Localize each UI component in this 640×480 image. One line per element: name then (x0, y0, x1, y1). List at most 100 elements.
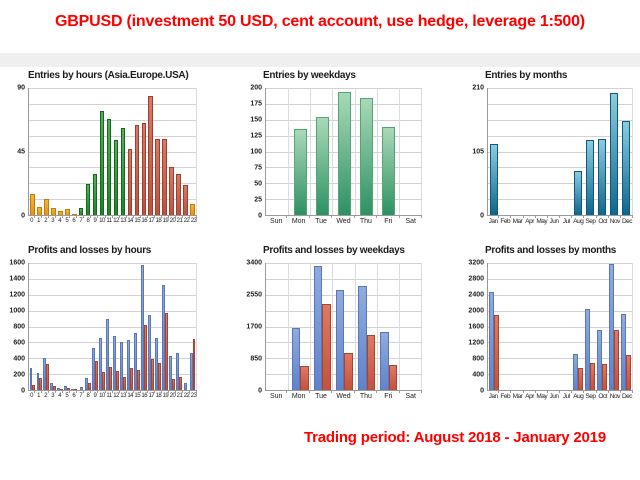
x-axis-label: 3 (49, 390, 57, 403)
x-axis-label: 1 (35, 215, 43, 228)
entries-bar (190, 203, 195, 215)
x-axis-label: 22 (183, 215, 191, 228)
profit-bar (609, 263, 614, 390)
trading-period-label: Trading period: August 2018 - January 20… (304, 429, 606, 446)
loss-bar (344, 353, 353, 390)
bar-column (168, 88, 175, 215)
loss-bar (626, 355, 631, 390)
profit-bar (36, 373, 40, 390)
x-axis-label: 17 (148, 215, 155, 228)
y-axis-label: 100 (250, 148, 262, 156)
x-axis-label: Wed (332, 215, 356, 228)
gridline (29, 103, 196, 105)
bar-column (126, 263, 133, 390)
gridline (488, 263, 632, 264)
bar-column (29, 263, 36, 390)
bar-column (584, 88, 596, 215)
gridline (29, 167, 196, 169)
y-axis-label: 800 (472, 355, 484, 363)
entries-bar (30, 193, 35, 215)
bar-column (332, 88, 355, 215)
bar-column (500, 88, 512, 215)
profit-bar (358, 286, 367, 390)
bar-column (376, 88, 400, 215)
x-axis-label: 18 (155, 215, 162, 228)
chart-title: Entries by hours (Asia.Europe.USA) (28, 70, 189, 81)
bar-column (398, 263, 422, 390)
bar-column (64, 263, 71, 390)
loss-bar (178, 376, 182, 390)
profit-bar (140, 264, 144, 390)
bar-column (332, 263, 355, 390)
chart-profits-losses-by-hours: Profits and losses by hours 0 200 400 600 80… (8, 243, 200, 403)
gridline (488, 183, 632, 185)
x-axis-label: 2 (42, 390, 50, 403)
y-axis-label: 0 (480, 212, 484, 220)
bar-column (512, 263, 524, 390)
x-axis-label: 6 (70, 390, 78, 403)
profit-bar (57, 387, 61, 390)
plot-area (487, 263, 633, 391)
loss-bar (614, 329, 619, 390)
x-axis-label: Fri (377, 215, 400, 228)
bar-column (620, 88, 632, 215)
gridline (488, 342, 632, 344)
loss-bar (157, 362, 161, 390)
bar-column (126, 88, 133, 215)
x-axis-label: Sun (265, 215, 288, 228)
bar-column (64, 88, 71, 215)
gridline (266, 88, 421, 89)
bar-column (133, 88, 140, 215)
loss-bar (590, 363, 595, 390)
entries-bar (113, 140, 119, 215)
x-axis-label: 21 (176, 390, 184, 403)
gridline (488, 326, 632, 328)
gridline (488, 278, 632, 280)
loss-bar (46, 363, 50, 390)
chart-entries-by-months: Entries by months 0 105 210 Jan Feb Mar Apr Ma… (465, 68, 636, 228)
chart-entries-by-weekdays: Entries by weekdays 0 25 50 75 100 125 150 175 2… (243, 68, 425, 228)
x-axis-label: Dec (621, 390, 634, 403)
bar-column (119, 88, 126, 215)
x-axis-label: 12 (113, 390, 120, 403)
bar-column (147, 88, 154, 215)
x-axis-label: 8 (84, 390, 92, 403)
bar-column (147, 263, 154, 390)
entries-bar (360, 97, 374, 215)
profit-bar (120, 341, 123, 390)
y-axis-label: 125 (250, 132, 262, 140)
loss-bar (109, 366, 112, 390)
gridline (488, 88, 632, 89)
bar-column (560, 263, 572, 390)
profit-bar (585, 309, 590, 390)
x-axis-label: 21 (176, 215, 184, 228)
profit-bar (71, 389, 75, 390)
loss-bar (53, 386, 57, 390)
x-axis-label: Nov (609, 390, 622, 403)
x-axis-label: 19 (162, 215, 169, 228)
entries-bar (78, 207, 84, 215)
gridline (266, 278, 421, 280)
bar-column (182, 88, 189, 215)
bar-column (99, 88, 106, 215)
x-axis-label: 9 (91, 390, 99, 403)
bar-column (596, 263, 608, 390)
profit-bar (291, 328, 301, 390)
x-axis-label: Mon (287, 390, 311, 403)
bar-column (310, 263, 333, 390)
x-axis-label: May (536, 390, 549, 403)
bar-column (78, 263, 85, 390)
x-axis-label: Oct (597, 390, 609, 403)
gridline (488, 167, 632, 169)
bar-column (106, 263, 113, 390)
x-axis-label: 5 (63, 215, 71, 228)
x-axis-label: 10 (98, 390, 106, 403)
loss-bar (74, 389, 78, 390)
x-axis-label: Apr (524, 215, 536, 228)
y-axis-label: 200 (13, 371, 25, 379)
y-axis-label: 800 (13, 323, 25, 331)
gridline (29, 294, 196, 296)
entries-bar (71, 213, 77, 215)
bar-column (354, 263, 378, 390)
x-axis-label: 23 (190, 390, 198, 403)
